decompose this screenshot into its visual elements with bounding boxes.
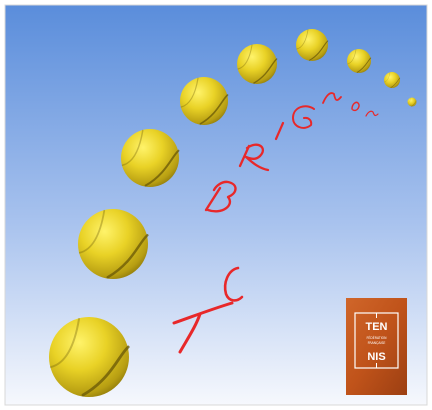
tennis-ball-5 [236,43,278,85]
letter-n-2 [365,110,379,117]
poster-border [4,4,428,406]
letter-r [238,143,270,172]
tennis-ball-7 [346,48,372,74]
letter-g [292,105,315,129]
tennis-ball-9 [407,97,417,107]
badge-small-line-1: FÉDÉRATION [366,335,387,340]
letter-t-stem [178,312,202,354]
tennis-ball-6 [295,28,329,62]
letter-c [223,266,244,302]
badge-word-top: TEN [366,321,388,333]
tennis-ball-3 [119,127,181,189]
letter-t [172,301,234,325]
letter-o [351,101,360,112]
letter-n [322,92,342,104]
badge-word-bottom: NIS [367,351,385,363]
badge-small-line-2: FRANÇAISE [368,341,386,345]
club-name-lettering [172,92,379,354]
letter-b [204,180,237,213]
tennis-ball-1 [47,315,131,399]
letter-i [274,121,285,141]
tennis-ball-4 [179,76,229,126]
fft-badge: TEN FÉDÉRATION FRANÇAISE NIS [346,298,407,395]
tennis-ball-8 [383,71,401,89]
tennis-ball-2 [76,207,150,281]
